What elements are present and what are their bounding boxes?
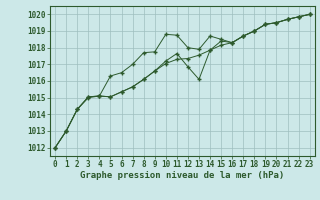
- X-axis label: Graphe pression niveau de la mer (hPa): Graphe pression niveau de la mer (hPa): [80, 171, 284, 180]
